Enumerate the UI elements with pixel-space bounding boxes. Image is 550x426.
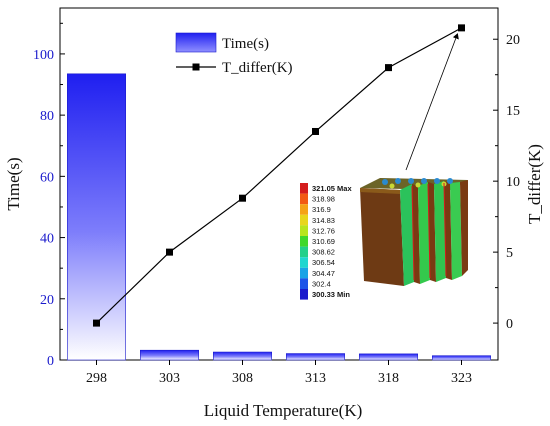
- color-scale-label: 308.62: [312, 248, 335, 257]
- plot-frame: [59, 7, 499, 361]
- x-tick-label: 313: [305, 371, 326, 386]
- x-tick-label: 298: [86, 371, 107, 386]
- color-scale-label: 300.33 Min: [312, 290, 350, 299]
- legend-line-marker: [192, 63, 200, 71]
- color-scale-label: 318.98: [312, 195, 335, 204]
- right-tick-label: 15: [506, 104, 520, 119]
- color-swatch: [300, 257, 308, 268]
- color-swatch: [300, 214, 308, 226]
- legend-bar-label: Time(s): [222, 36, 269, 52]
- color-swatch: [300, 246, 308, 258]
- legend-bar-swatch: [175, 32, 217, 53]
- right-tick-label: 20: [506, 33, 520, 48]
- x-tick-label: 318: [378, 371, 399, 386]
- color-swatch: [300, 289, 308, 300]
- point-303: [166, 248, 173, 256]
- bar-323: [431, 355, 491, 361]
- inset-pointer-arrow: [405, 33, 459, 171]
- color-scale-label: 304.47: [312, 269, 335, 278]
- bar-series-time: [67, 73, 491, 361]
- x-tick-label: 323: [451, 371, 472, 386]
- color-swatch: [300, 267, 308, 279]
- bar-298: [67, 73, 127, 361]
- bar-318: [358, 353, 418, 361]
- left-tick-label: 80: [40, 109, 54, 124]
- bar-313: [285, 353, 345, 361]
- x-tick-label: 303: [159, 371, 180, 386]
- point-323: [458, 24, 465, 32]
- color-scale-label: 316.9: [312, 205, 331, 214]
- right-y-axis-title: T_differ(K): [525, 144, 544, 224]
- left-tick-label: 0: [47, 354, 54, 369]
- left-tick-label: 20: [40, 293, 54, 308]
- left-y-axis-title: Time(s): [4, 157, 23, 210]
- color-scale-label: 321.05 Max: [312, 184, 352, 193]
- color-scale-label: 314.83: [312, 216, 335, 225]
- left-tick-label: 40: [40, 232, 54, 247]
- bar-303: [140, 349, 200, 361]
- left-tick-label: 100: [33, 48, 54, 63]
- color-swatch: [300, 278, 308, 289]
- inset-battery-module: [360, 178, 468, 286]
- color-swatch: [300, 204, 308, 215]
- color-scale-label: 306.54: [312, 258, 335, 267]
- color-swatch: [300, 193, 308, 205]
- color-swatch: [300, 225, 308, 236]
- legend-line-label: T_differ(K): [222, 60, 293, 76]
- point-298: [93, 319, 100, 327]
- line-series-t-differ: [93, 24, 465, 327]
- x-axis-title: Liquid Temperature(K): [204, 401, 363, 420]
- color-swatch: [300, 183, 308, 194]
- line-t-differ: [96, 27, 462, 324]
- color-scale-label: 310.69: [312, 237, 335, 246]
- left-tick-label: 60: [40, 170, 54, 185]
- point-308: [239, 194, 246, 202]
- color-scale-label: 302.4: [312, 279, 331, 288]
- color-scale-label: 312.76: [312, 226, 335, 235]
- right-y-axis: 0 5 10 15 20: [493, 33, 520, 332]
- right-tick-label: 5: [506, 246, 513, 261]
- x-axis: 298 303 308 313 318 323: [86, 360, 472, 386]
- right-tick-label: 0: [506, 317, 513, 332]
- bar-308: [213, 351, 273, 361]
- x-tick-label: 308: [232, 371, 253, 386]
- left-y-axis: 0 20 40 60 80 100: [33, 22, 65, 369]
- right-tick-label: 10: [506, 175, 520, 190]
- color-swatch: [300, 236, 308, 247]
- point-313: [312, 127, 319, 135]
- point-318: [385, 64, 392, 72]
- legend: Time(s) T_differ(K): [175, 32, 293, 76]
